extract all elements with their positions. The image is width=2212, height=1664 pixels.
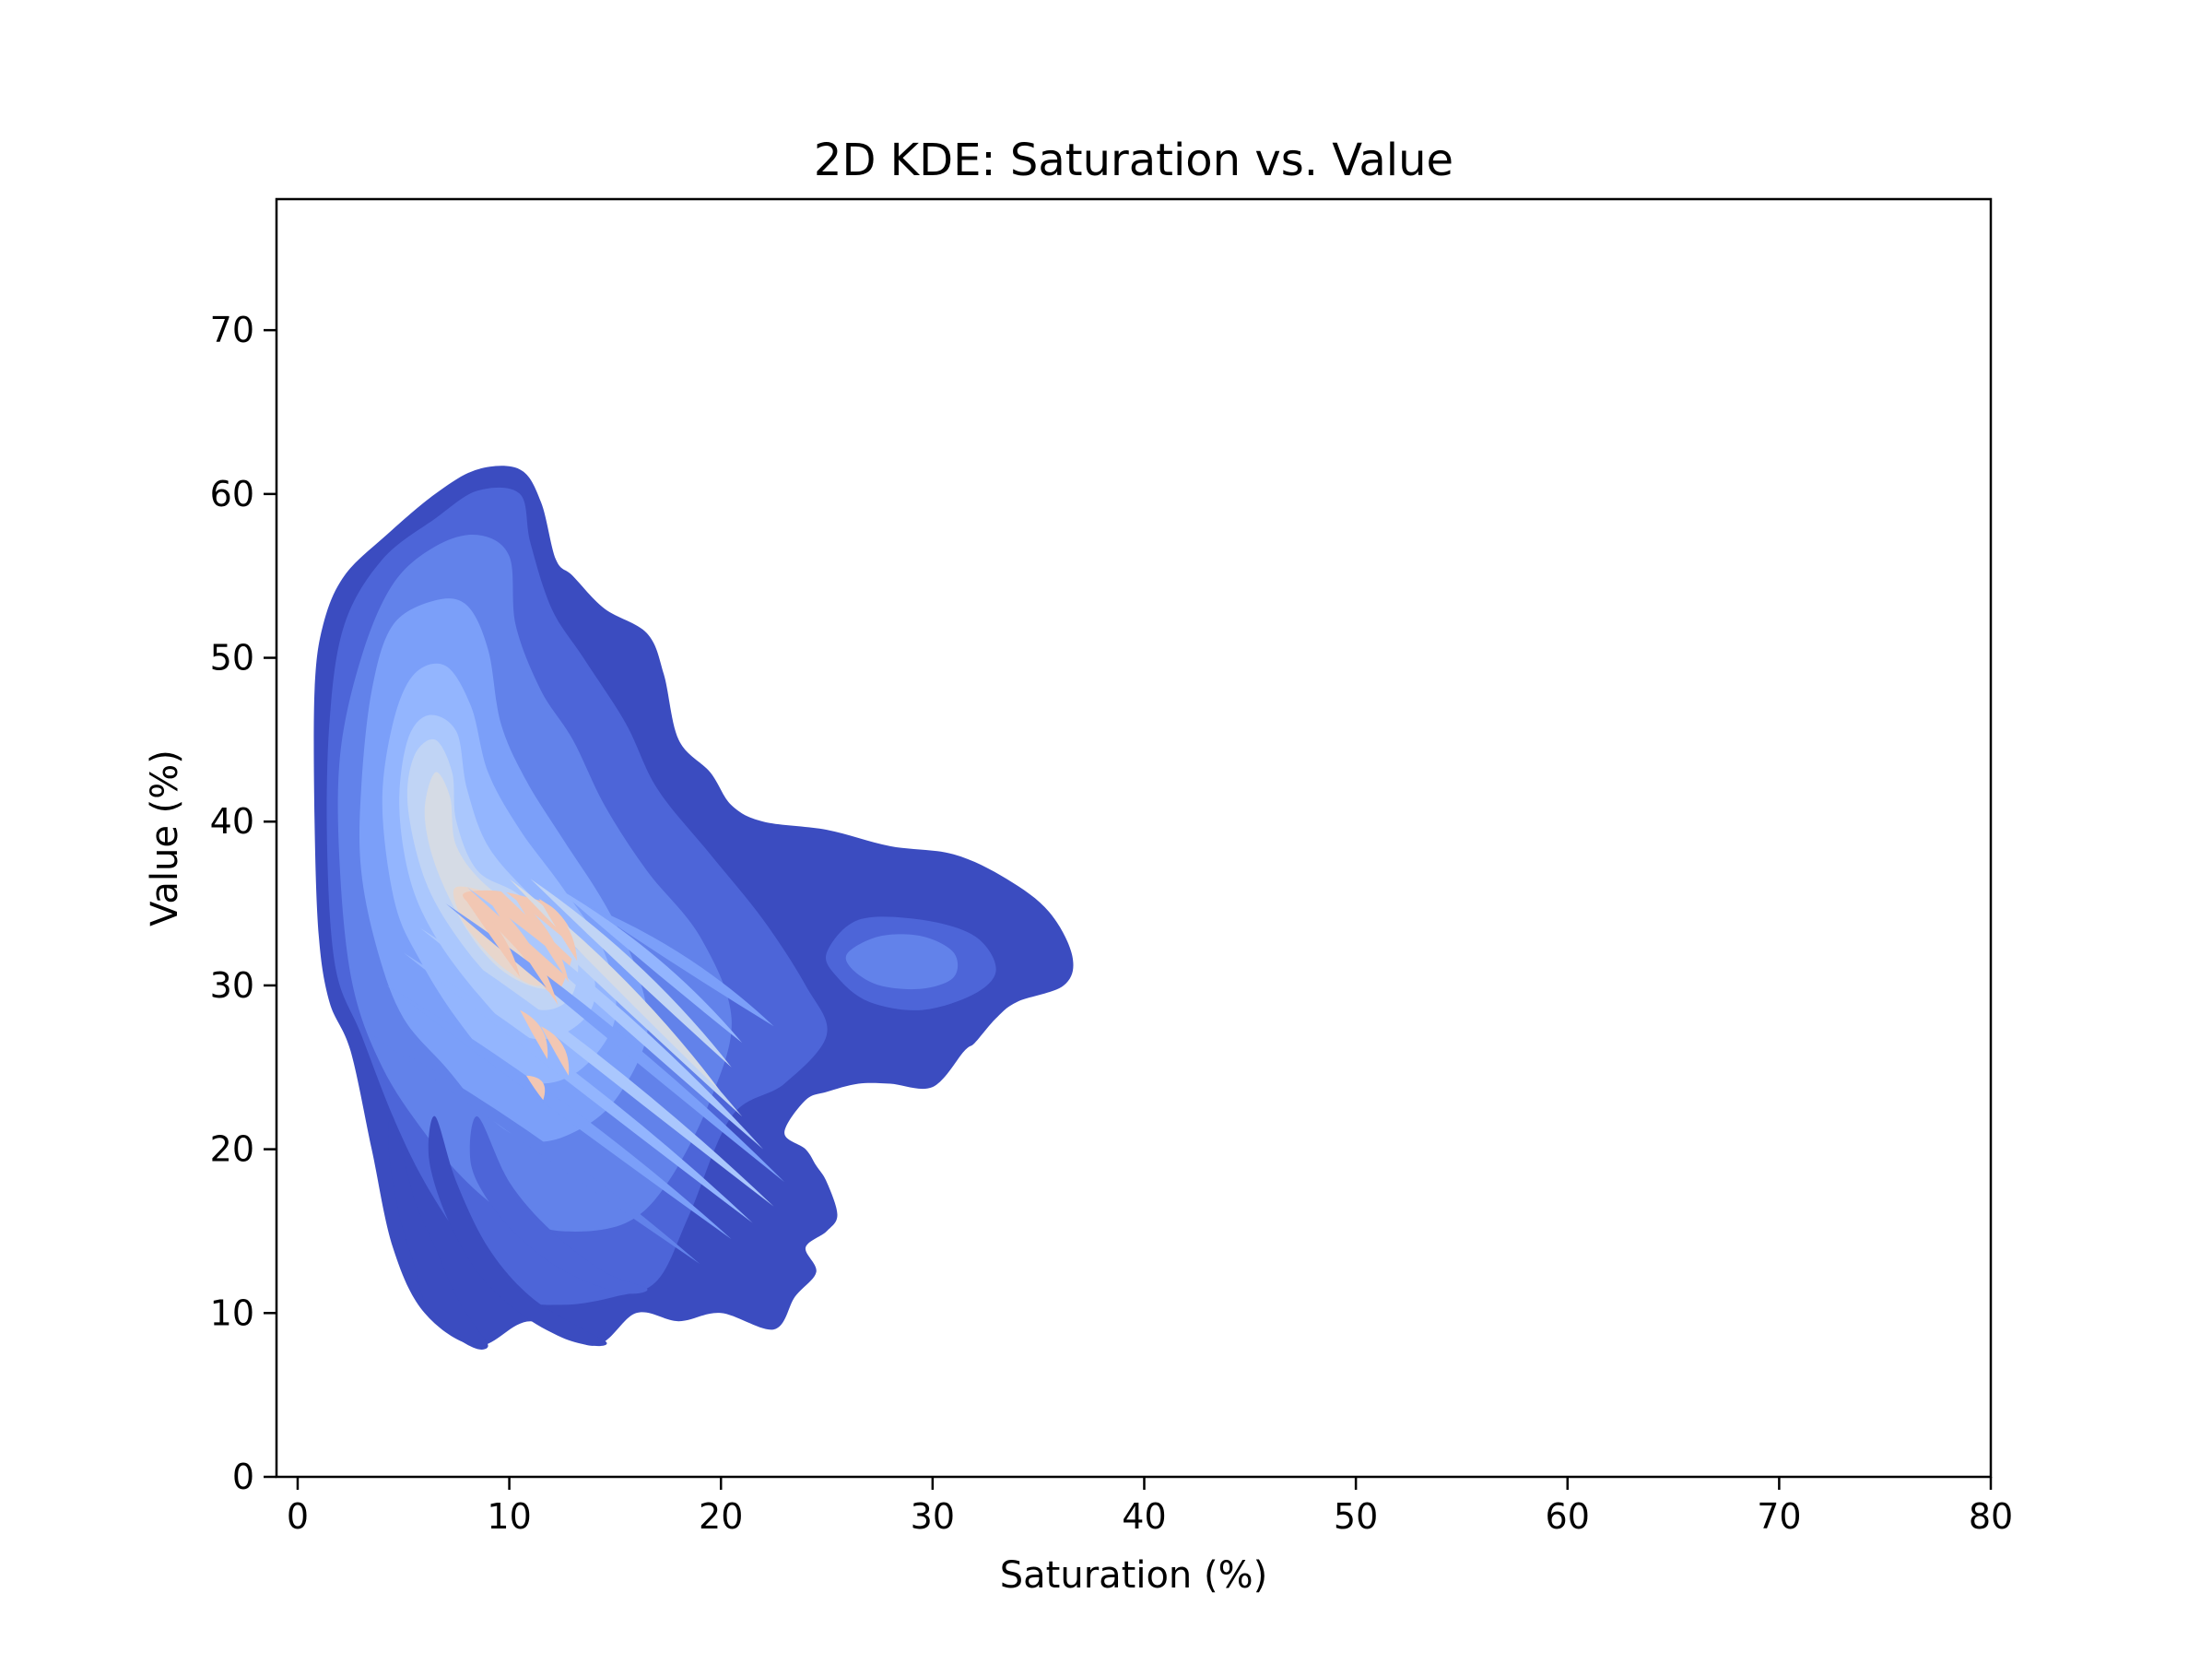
y-tick-label: 10 (210, 1292, 254, 1333)
density-peak-level-10 (463, 895, 521, 977)
density-ridge-level-6 (466, 887, 764, 1150)
y-tick-label: 70 (210, 310, 254, 350)
density-ridge-level-4 (583, 903, 774, 1027)
x-tick-label: 40 (1122, 1496, 1166, 1537)
y-tick-label: 30 (210, 965, 254, 1006)
x-tick-label: 0 (287, 1496, 309, 1537)
contour-region-level-2 (469, 1115, 648, 1294)
density-ridge-level-5 (403, 952, 753, 1223)
x-tick-label: 10 (487, 1496, 531, 1537)
x-tick-label: 30 (911, 1496, 955, 1537)
density-peak-level-10 (526, 1075, 546, 1101)
density-ridge-level-4 (445, 903, 785, 1183)
density-ridge-level-6 (420, 927, 774, 1207)
kde-contours (313, 466, 1074, 1350)
x-axis-label: Saturation (%) (1000, 1554, 1267, 1597)
y-tick-label: 60 (210, 474, 254, 514)
y-axis: 0 10 20 30 40 50 60 70 (210, 310, 276, 1497)
contour-region-level-1 (428, 1115, 607, 1347)
x-tick-label: 20 (699, 1496, 743, 1537)
density-peak-level-10 (486, 895, 559, 1006)
density-peak-level-10 (513, 895, 569, 983)
chart-title: 2D KDE: Saturation vs. Value (814, 135, 1453, 186)
x-tick-label: 70 (1757, 1496, 1801, 1537)
x-tick-label: 60 (1546, 1496, 1590, 1537)
y-tick-label: 0 (232, 1457, 254, 1497)
density-ridge-level-5 (556, 887, 743, 1044)
density-peak-level-10 (541, 1026, 570, 1076)
density-ridge-level-3 (371, 1034, 700, 1264)
y-tick-label: 40 (210, 801, 254, 842)
x-tick-label: 50 (1334, 1496, 1378, 1537)
x-tick-label: 80 (1969, 1496, 2013, 1537)
density-ridge-level-7 (530, 879, 732, 1068)
density-ridge-level-4 (386, 985, 732, 1240)
y-axis-label: Value (%) (144, 749, 186, 926)
x-axis: 0 10 20 30 40 50 60 70 80 (287, 1477, 2013, 1537)
y-tick-label: 20 (210, 1129, 254, 1170)
density-peak-level-10 (538, 898, 578, 962)
contour-region-level-1 (388, 1115, 488, 1350)
plot-frame (275, 197, 1993, 1479)
density-peak-level-10 (520, 1009, 548, 1059)
contour-region-level-3 (845, 934, 959, 990)
y-tick-label: 50 (210, 638, 254, 679)
